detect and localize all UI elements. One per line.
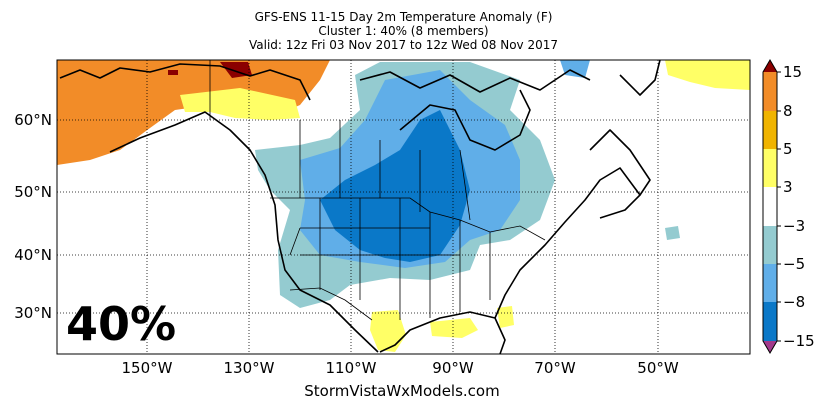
lat-label-50: 50°N: [14, 183, 52, 201]
latitude-labels: 60°N 50°N 40°N 30°N: [14, 111, 52, 322]
border-us-mexico: [289, 287, 373, 321]
colorbar-warm-8-15: [763, 72, 777, 111]
colorbar-label-neg3: −3: [783, 217, 805, 235]
title-line-3: Valid: 12z Fri 03 Nov 2017 to 12z Wed 08…: [248, 38, 559, 52]
colorbar-cool-8-15: [763, 302, 777, 341]
colorbar-cool-3-5: [763, 226, 777, 264]
colorbar-cool-extreme: [763, 341, 777, 353]
warm-region-texas: [370, 310, 406, 352]
lat-label-30: 30°N: [14, 304, 52, 322]
warm-region-se: [497, 306, 514, 328]
colorbar-label-3: 3: [783, 178, 793, 196]
borders-provinces: [299, 120, 471, 221]
lon-label-110w: 110°W: [326, 359, 377, 377]
coast-atlantic: [494, 167, 641, 319]
cluster-percent-overlay: 40%: [66, 297, 176, 351]
colorbar-label-neg15: −15: [783, 332, 815, 350]
coast-greenland: [619, 60, 661, 96]
coast-labrador: [589, 129, 651, 196]
borders: [209, 60, 546, 321]
anomaly-fields: [57, 60, 750, 352]
colorbar-label-neg8: −8: [783, 293, 805, 311]
graticule: [57, 60, 750, 354]
lon-label-90w: 90°W: [432, 359, 474, 377]
title-line-2: Cluster 1: 40% (8 members): [318, 24, 489, 38]
cool-region-strong: [320, 110, 470, 262]
colorbar-label-15: 15: [783, 63, 802, 81]
colorbar: 15 8 5 3 −3 −5 −8 −15: [762, 59, 815, 354]
map-frame: [56, 59, 751, 355]
colorbar-warm-3-5: [763, 149, 777, 187]
colorbar-warm-5-8: [763, 111, 777, 149]
lon-label-70w: 70°W: [534, 359, 576, 377]
lon-label-130w: 130°W: [224, 359, 275, 377]
warm-region-florida: [430, 318, 478, 338]
lon-label-150w: 150°W: [122, 359, 173, 377]
cool-region-quebec: [560, 60, 590, 78]
longitude-labels: 150°W 130°W 110°W 90°W 70°W 50°W: [122, 359, 679, 377]
borders-states: [289, 198, 491, 320]
coast-pacific: [109, 111, 379, 353]
warm-region-greenland: [665, 60, 750, 90]
lon-label-50w: 50°W: [637, 359, 679, 377]
colorbar-warm-extreme: [763, 60, 777, 72]
coast-gulf: [379, 311, 506, 354]
lat-label-40: 40°N: [14, 246, 52, 264]
lat-label-60: 60°N: [14, 111, 52, 129]
title-line-1: GFS-ENS 11-15 Day 2m Temperature Anomaly…: [254, 10, 553, 24]
coast-arctic-islands: [359, 69, 591, 93]
colorbar-label-8: 8: [783, 102, 793, 120]
colorbar-label-neg5: −5: [783, 255, 805, 273]
colorbar-label-5: 5: [783, 140, 793, 158]
coast-alaska-north: [59, 63, 311, 101]
coastlines: [59, 60, 661, 354]
coast-hudson-bay: [399, 89, 531, 151]
colorbar-neutral: [763, 187, 777, 226]
colorbar-cool-5-8: [763, 264, 777, 302]
cool-region-east: [665, 226, 680, 240]
warm-region-alaska: [57, 60, 330, 165]
warm-extreme-alaska-2: [168, 70, 178, 75]
credit-text: StormVistaWxModels.com: [304, 382, 499, 400]
